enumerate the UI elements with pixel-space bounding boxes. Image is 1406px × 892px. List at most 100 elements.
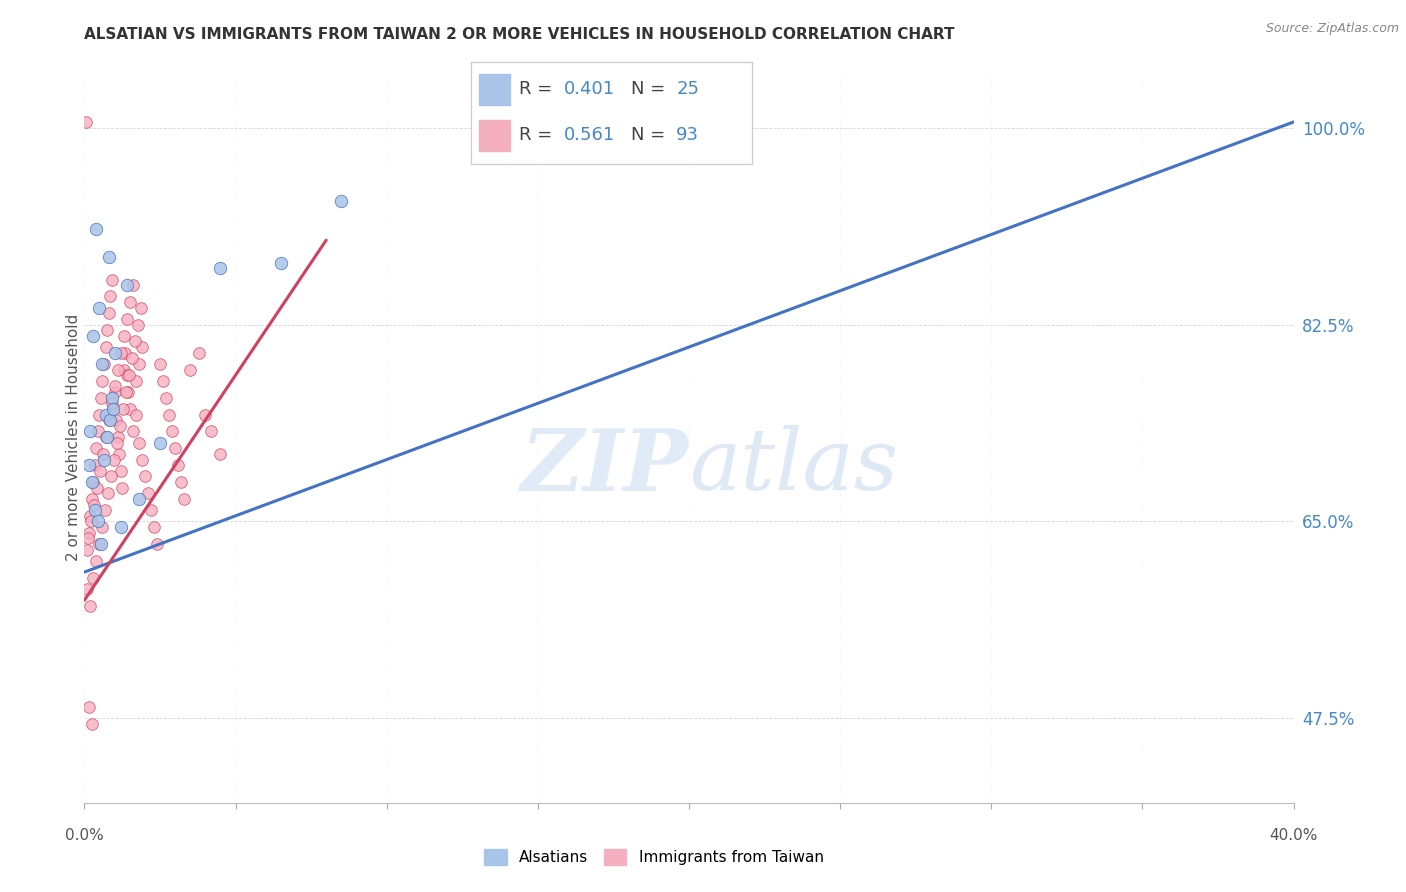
Point bbox=[90, 520, 112, 534]
Point bbox=[80, 491, 103, 506]
Point bbox=[157, 408, 180, 422]
Point bbox=[80, 475, 103, 489]
Point bbox=[155, 391, 177, 405]
Point bbox=[91, 374, 114, 388]
Point bbox=[101, 401, 124, 416]
Point bbox=[104, 379, 127, 393]
Point bbox=[120, 295, 142, 310]
Text: 0.561: 0.561 bbox=[564, 127, 614, 145]
Y-axis label: 2 or more Vehicles in Household: 2 or more Vehicles in Household bbox=[66, 313, 80, 561]
Point bbox=[149, 435, 172, 450]
Point bbox=[75, 115, 97, 129]
Point bbox=[142, 520, 165, 534]
Text: R =: R = bbox=[519, 127, 558, 145]
Point bbox=[103, 452, 125, 467]
Point bbox=[128, 357, 150, 371]
Point bbox=[104, 385, 127, 400]
Point bbox=[149, 357, 172, 371]
Point bbox=[104, 345, 127, 359]
Point bbox=[134, 469, 156, 483]
Point bbox=[84, 554, 107, 568]
Point bbox=[82, 475, 104, 489]
Point bbox=[94, 430, 117, 444]
Point bbox=[125, 374, 148, 388]
Point bbox=[110, 345, 132, 359]
Point bbox=[79, 599, 101, 613]
Point bbox=[108, 418, 131, 433]
Point bbox=[110, 464, 132, 478]
Point bbox=[96, 430, 118, 444]
Text: ALSATIAN VS IMMIGRANTS FROM TAIWAN 2 OR MORE VEHICLES IN HOUSEHOLD CORRELATION C: ALSATIAN VS IMMIGRANTS FROM TAIWAN 2 OR … bbox=[84, 27, 955, 42]
Point bbox=[160, 425, 183, 439]
Point bbox=[93, 357, 115, 371]
Point bbox=[76, 582, 98, 596]
Point bbox=[121, 351, 143, 366]
Point bbox=[128, 435, 150, 450]
Point bbox=[121, 425, 143, 439]
Point bbox=[107, 362, 129, 376]
Point bbox=[86, 222, 108, 236]
Point bbox=[118, 368, 141, 383]
Point bbox=[89, 408, 111, 422]
Point bbox=[127, 318, 149, 332]
Point bbox=[90, 537, 112, 551]
Point bbox=[110, 520, 132, 534]
Point bbox=[112, 362, 135, 376]
Point bbox=[152, 374, 174, 388]
Point bbox=[122, 278, 145, 293]
Point bbox=[173, 491, 195, 506]
Point bbox=[100, 469, 122, 483]
Point bbox=[200, 425, 222, 439]
Point bbox=[131, 340, 153, 354]
Point bbox=[79, 425, 101, 439]
Point bbox=[117, 312, 139, 326]
Point bbox=[86, 481, 108, 495]
Point bbox=[114, 345, 136, 359]
Point bbox=[101, 401, 124, 416]
Point bbox=[80, 515, 103, 529]
Point bbox=[117, 385, 139, 400]
Point bbox=[100, 391, 122, 405]
Point bbox=[209, 447, 232, 461]
Point bbox=[100, 272, 122, 286]
Text: Source: ZipAtlas.com: Source: ZipAtlas.com bbox=[1265, 22, 1399, 36]
Point bbox=[115, 368, 138, 383]
Point bbox=[76, 542, 98, 557]
Point bbox=[131, 452, 153, 467]
Point bbox=[97, 306, 120, 320]
Point bbox=[105, 435, 128, 450]
Point bbox=[96, 323, 118, 337]
Point bbox=[77, 532, 100, 546]
Point bbox=[179, 362, 201, 376]
Point bbox=[77, 700, 100, 714]
Text: N =: N = bbox=[631, 80, 671, 98]
Point bbox=[80, 717, 103, 731]
Text: ZIP: ZIP bbox=[522, 425, 689, 508]
Point bbox=[146, 537, 169, 551]
Point bbox=[115, 278, 138, 293]
Point bbox=[139, 503, 162, 517]
Text: 40.0%: 40.0% bbox=[1270, 828, 1317, 843]
Point bbox=[94, 340, 117, 354]
Point bbox=[84, 458, 107, 473]
Point bbox=[82, 328, 104, 343]
Point bbox=[82, 571, 104, 585]
Point bbox=[89, 464, 111, 478]
Bar bbox=[479, 120, 510, 151]
Point bbox=[77, 525, 100, 540]
Point bbox=[83, 498, 105, 512]
Point bbox=[90, 391, 112, 405]
Point bbox=[87, 425, 110, 439]
Point bbox=[94, 503, 117, 517]
Point bbox=[107, 430, 129, 444]
Point bbox=[84, 503, 107, 517]
Point bbox=[125, 408, 148, 422]
Point bbox=[98, 413, 121, 427]
Point bbox=[115, 385, 138, 400]
Text: 0.401: 0.401 bbox=[564, 80, 614, 98]
Point bbox=[209, 261, 232, 276]
Point bbox=[94, 408, 117, 422]
Point bbox=[128, 491, 150, 506]
Point bbox=[167, 458, 190, 473]
Point bbox=[112, 328, 135, 343]
